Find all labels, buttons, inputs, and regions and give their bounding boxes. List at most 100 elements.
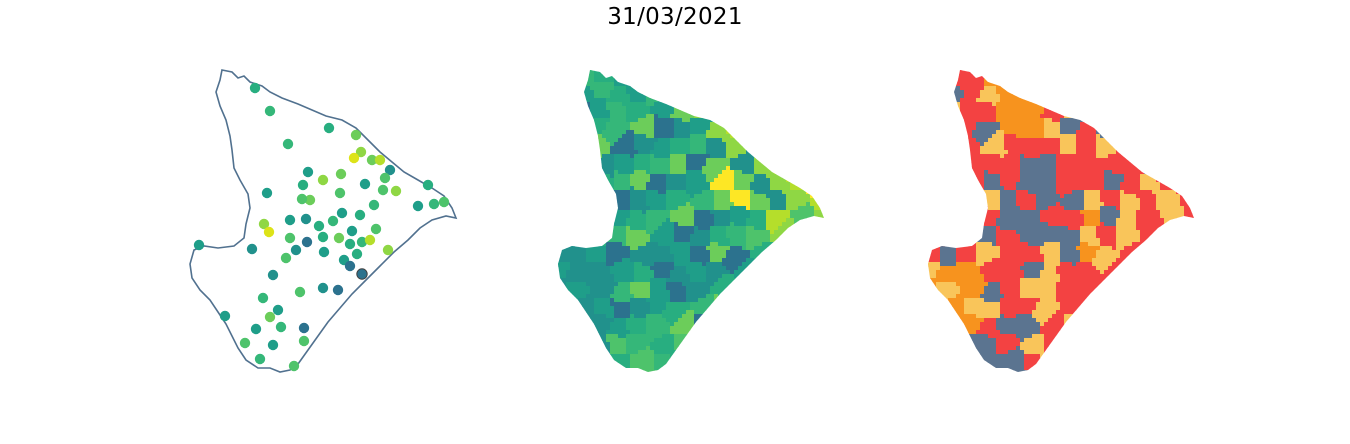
- region-cell: [654, 150, 659, 155]
- region-cell: [666, 158, 671, 163]
- region-cell: [798, 74, 803, 79]
- region-cell: [606, 206, 611, 211]
- region-cell: [634, 74, 639, 79]
- region-cell: [710, 186, 715, 191]
- region-cell: [578, 102, 583, 107]
- region-cell: [714, 238, 719, 243]
- region-cell: [570, 178, 575, 183]
- region-cell: [666, 262, 671, 267]
- region-cell: [638, 126, 643, 131]
- region-cell: [718, 134, 723, 139]
- region-cell: [642, 126, 647, 131]
- region-cell: [578, 206, 583, 211]
- region-cell: [706, 278, 711, 283]
- region-cell: [646, 150, 651, 155]
- region-cell: [610, 334, 615, 339]
- region-cell: [722, 178, 727, 183]
- region-cell: [670, 250, 675, 255]
- region-cell: [578, 130, 583, 135]
- region-cell: [790, 150, 795, 155]
- region-cell: [754, 266, 759, 271]
- region-cell: [710, 290, 715, 295]
- region-cell: [570, 146, 575, 151]
- region-cell: [658, 310, 663, 315]
- region-cell: [710, 226, 715, 231]
- region-cell: [766, 346, 771, 351]
- region-cell: [726, 74, 731, 79]
- region-cell: [806, 294, 811, 299]
- region-cell: [706, 266, 711, 271]
- region-cell: [610, 86, 615, 91]
- region-cell: [786, 222, 791, 227]
- region-cell: [806, 186, 811, 191]
- region-cell: [694, 278, 699, 283]
- region-cell: [598, 318, 603, 323]
- region-cell: [606, 202, 611, 207]
- region-cell: [694, 202, 699, 207]
- region-cell: [646, 182, 651, 187]
- region-cell: [706, 186, 711, 191]
- region-cell: [678, 338, 683, 343]
- region-cell: [634, 290, 639, 295]
- region-cell: [786, 106, 791, 111]
- region-cell: [778, 94, 783, 99]
- region-cell: [654, 134, 659, 139]
- region-cell: [706, 294, 711, 299]
- region-cell: [690, 186, 695, 191]
- region-cell: [742, 170, 747, 175]
- region-cell: [710, 234, 715, 239]
- region-cell: [630, 146, 635, 151]
- region-cell: [674, 222, 679, 227]
- municipality-point: [300, 213, 312, 225]
- region-cell: [570, 78, 575, 83]
- region-cell: [718, 150, 723, 155]
- region-cell: [570, 82, 575, 87]
- region-cell: [806, 338, 811, 343]
- region-cell: [710, 270, 715, 275]
- region-cell: [594, 98, 599, 103]
- region-cell: [558, 122, 563, 127]
- region-cell: [778, 222, 783, 227]
- region-cell: [714, 330, 719, 335]
- region-cell: [758, 118, 763, 123]
- region-cell: [606, 70, 611, 71]
- region-cell: [766, 122, 771, 127]
- region-cell: [782, 106, 787, 111]
- region-cell: [598, 306, 603, 311]
- region-cell: [646, 186, 651, 191]
- region-cell: [798, 70, 803, 75]
- region-cell: [754, 174, 759, 179]
- region-cell: [770, 98, 775, 103]
- region-cell: [686, 182, 691, 187]
- region-cell: [602, 170, 607, 175]
- region-cell: [622, 322, 627, 327]
- region-cell: [718, 266, 723, 271]
- region-cell: [670, 306, 675, 311]
- region-cell: [598, 138, 603, 143]
- region-cell: [814, 230, 819, 235]
- region-cell: [794, 346, 799, 351]
- region-cell: [762, 170, 767, 175]
- region-cell: [754, 158, 759, 163]
- region-cell: [698, 130, 703, 135]
- region-cell: [594, 282, 599, 287]
- region-cell: [794, 110, 799, 115]
- region-cell: [726, 278, 731, 283]
- region-cell: [774, 190, 779, 195]
- region-cell: [686, 126, 691, 131]
- region-cell: [778, 142, 783, 147]
- region-cell: [646, 306, 651, 311]
- region-cell: [630, 246, 635, 251]
- region-cell: [706, 154, 711, 159]
- region-cell: [598, 230, 603, 235]
- region-cell: [698, 246, 703, 251]
- region-cell: [586, 162, 591, 167]
- region-cell: [726, 310, 731, 315]
- region-cell: [558, 126, 563, 131]
- region-cell: [690, 210, 695, 215]
- region-cell: [726, 110, 731, 115]
- region-cell: [618, 206, 623, 211]
- region-cell: [622, 278, 627, 283]
- region-cell: [758, 242, 763, 247]
- region-cell: [710, 342, 715, 347]
